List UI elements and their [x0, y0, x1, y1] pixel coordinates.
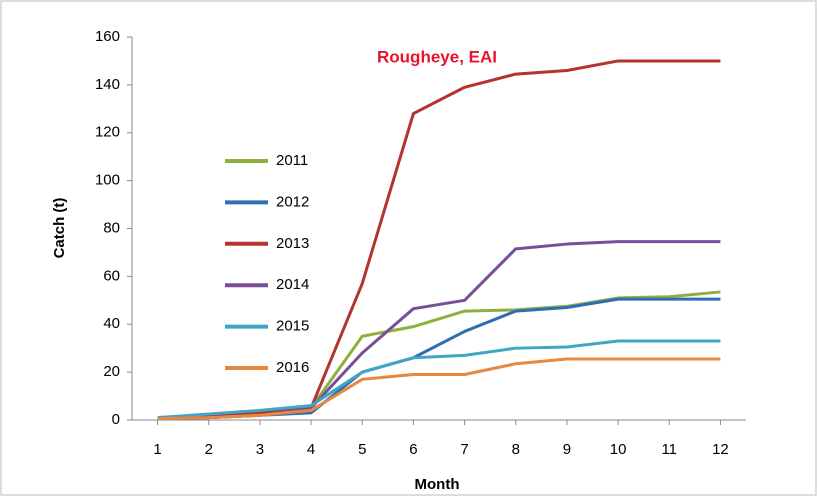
- x-tick-label: 10: [610, 441, 627, 458]
- x-tick-label: 8: [512, 441, 520, 458]
- y-tick-label: 120: [95, 124, 120, 141]
- y-tick-label: 20: [103, 363, 120, 380]
- x-tick-label: 3: [256, 441, 264, 458]
- y-tick-label: 0: [112, 411, 120, 428]
- x-tick-label: 7: [460, 441, 468, 458]
- y-tick-label: 100: [95, 172, 120, 189]
- x-tick-label: 2: [205, 441, 213, 458]
- x-tick-label: 12: [712, 441, 729, 458]
- y-tick-label: 80: [103, 219, 120, 236]
- x-tick-label: 5: [358, 441, 366, 458]
- legend-label: 2016: [276, 359, 309, 376]
- y-axis-label: Catch (t): [51, 198, 68, 259]
- x-tick-label: 11: [661, 441, 677, 458]
- series-line: [157, 59, 721, 420]
- series-line: [157, 339, 721, 420]
- x-tick-label: 1: [153, 441, 161, 458]
- series-line: [157, 357, 721, 421]
- x-tick-label: 6: [409, 441, 417, 458]
- y-tick-label: 140: [95, 76, 120, 93]
- legend-label: 2014: [276, 276, 309, 293]
- legend-label: 2012: [276, 193, 309, 210]
- chart-title: Rougheye, EAI: [377, 47, 497, 66]
- y-tick-label: 60: [103, 267, 120, 284]
- legend-label: 2015: [276, 318, 309, 335]
- legend-label: 2013: [276, 235, 309, 252]
- y-tick-label: 40: [103, 315, 120, 332]
- legend-label: 2011: [276, 152, 308, 169]
- x-axis-label: Month: [415, 476, 460, 493]
- x-tick-label: 9: [563, 441, 571, 458]
- y-tick-label: 160: [95, 28, 120, 45]
- x-tick-label: 4: [307, 441, 315, 458]
